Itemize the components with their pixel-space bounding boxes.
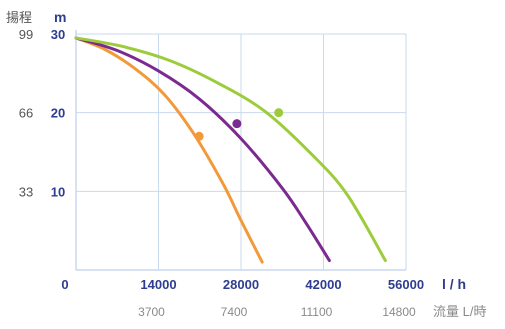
x-tick-label: 28000 [223,277,259,292]
y-tick-label-secondary: 33 [19,184,33,199]
y-tick-label-secondary: 99 [19,27,33,42]
series-line-3 [74,36,387,263]
x-tick-label: 56000 [388,277,424,292]
series-marker-3 [274,108,284,118]
tick-labels: 0 14000 28000 42000 56000 3700 7400 11100 14800 1… [19,27,424,319]
x-tick-label: 14000 [140,277,176,292]
series-line-2 [74,36,331,263]
series-marker-2 [232,119,242,129]
grid-lines [76,33,407,270]
series-marker-1 [194,131,204,141]
x-tick-label-secondary: 11100 [301,305,333,319]
y-tick-label: 20 [51,106,65,121]
series-layer [74,36,387,264]
axes [75,30,406,271]
y-axis-unit: m [54,9,66,25]
x-tick-label-secondary: 7400 [221,305,248,319]
x-tick-label-secondary: 3700 [138,305,165,319]
x-axis-unit: l / h [442,276,466,292]
y-axis-title: 揚程 [6,10,32,25]
y-tick-label: 30 [51,27,65,42]
x-axis-secondary-title: 流量 L/時 [433,304,486,319]
series-line-1 [74,36,264,264]
y-tick-label: 10 [51,184,65,199]
x-tick-label: 42000 [305,277,341,292]
x-tick-label-secondary: 14800 [382,305,416,319]
x-tick-label: 0 [61,277,68,292]
y-tick-label-secondary: 66 [19,106,33,121]
